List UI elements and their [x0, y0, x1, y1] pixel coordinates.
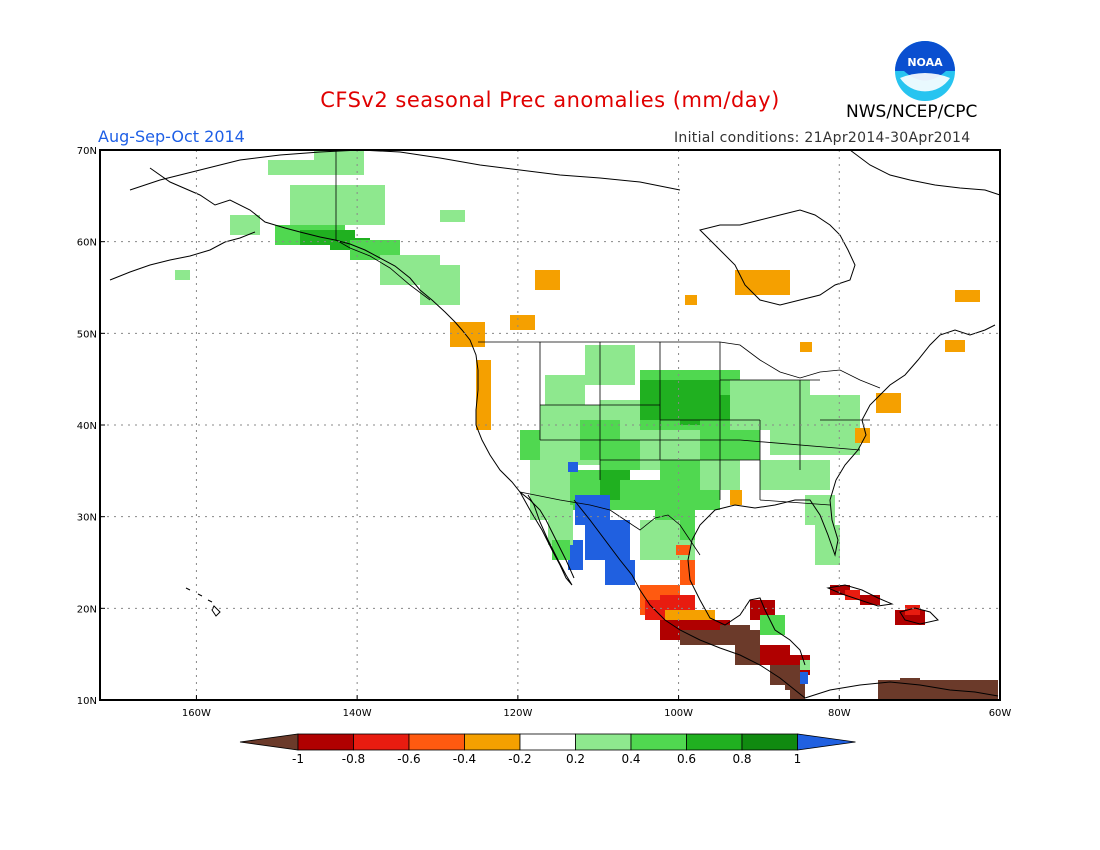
anomaly-cell: [685, 295, 697, 305]
colorbar-tick-label: 0.2: [566, 752, 585, 766]
initial-conditions-label: Initial conditions: 21Apr2014-30Apr2014: [674, 130, 971, 146]
colorbar-tick-label: 0.6: [677, 752, 696, 766]
anomaly-cell: [568, 540, 583, 570]
colorbar-arrow-high: [797, 733, 856, 751]
map-frame: 70N 60N 50N 40N 30N 20N 10N 160W 140W 120W 100W 80W…: [77, 146, 1012, 719]
colorbar-segment: [464, 733, 521, 751]
anomaly-cell: [790, 460, 830, 490]
colorbar-segment: [408, 733, 465, 751]
colorbar-tick-label: 1: [794, 752, 802, 766]
anomaly-field: [175, 150, 998, 700]
lon-tick-label: 140W: [343, 708, 372, 719]
coastline-cuba: [826, 584, 894, 607]
coastline-baja: [519, 491, 573, 586]
coastline-aleutians: [109, 231, 256, 281]
anomaly-cell: [585, 520, 630, 560]
anomaly-cell: [680, 560, 695, 585]
coastline-arctic: [129, 149, 681, 191]
border-alaska-canada: [335, 150, 431, 301]
anomaly-cell: [510, 315, 535, 330]
anomaly-cell: [535, 270, 560, 290]
anomaly-cell: [676, 545, 690, 555]
lat-tick-label: 20N: [77, 604, 97, 615]
anomaly-cell: [548, 505, 573, 545]
anomaly-cell: [230, 215, 260, 235]
anomaly-cell: [520, 430, 540, 460]
anomaly-cell: [568, 462, 578, 472]
anomaly-cell: [268, 160, 338, 175]
border-us-mexico: [519, 491, 701, 556]
coastline-hudson-bay: [699, 209, 856, 306]
logo-text: NOAA: [907, 56, 943, 69]
coastline-hawaii: [185, 587, 221, 617]
colorbar-tick-label: -0.4: [453, 752, 476, 766]
anomaly-cell: [876, 393, 901, 413]
map-border: [99, 149, 1001, 701]
lon-tick-label: 80W: [828, 708, 851, 719]
lat-tick-label: 60N: [77, 238, 97, 249]
anomaly-cell: [720, 625, 750, 645]
anomaly-cell: [476, 360, 491, 430]
coastline-south-america: [804, 681, 999, 699]
lat-tick-label: 40N: [77, 421, 97, 432]
colorbar-tick-label: -0.8: [342, 752, 365, 766]
anomaly-cell: [450, 322, 485, 347]
colorbar: -1 -0.8 -0.6 -0.4 -0.2 0.2 0.4 0.6 0.8 1: [239, 733, 856, 766]
lon-tick-label: 160W: [182, 708, 211, 719]
colorbar-segment: [297, 733, 354, 751]
anomaly-cell: [440, 210, 465, 222]
agency-label: NWS/NCEP/CPC: [846, 102, 978, 122]
anomaly-cell: [800, 342, 812, 352]
colorbar-segment: [686, 733, 743, 751]
anomaly-cell: [855, 428, 870, 443]
coastline-alaska: [149, 167, 575, 579]
anomaly-cell: [545, 375, 585, 405]
anomaly-cell: [360, 185, 385, 197]
anomaly-cell: [905, 605, 920, 615]
colorbar-tick-label: -0.2: [508, 752, 531, 766]
anomaly-cell: [800, 672, 808, 684]
colorbar-segment: [630, 733, 687, 751]
anomaly-cell: [175, 270, 190, 280]
colorbar-tick-label: 0.8: [732, 752, 751, 766]
anomaly-cell: [585, 345, 635, 385]
lat-tick-label: 10N: [77, 696, 97, 707]
colorbar-segment: [519, 733, 576, 751]
colorbar-tick-label: 0.4: [621, 752, 640, 766]
lat-tick-label: 50N: [77, 329, 97, 340]
anomaly-cell: [620, 480, 660, 510]
anomaly-cell: [860, 595, 880, 605]
lat-tick-label: 70N: [77, 146, 97, 157]
lon-tick-label: 60W: [989, 708, 1012, 719]
noaa-logo-icon: NOAA: [895, 41, 955, 101]
colorbar-segment: [575, 733, 632, 751]
chart-title: CFSv2 seasonal Prec anomalies (mm/day): [320, 88, 780, 112]
anomaly-cell: [730, 490, 742, 505]
anomaly-cell: [945, 340, 965, 352]
colorbar-tick-label: -0.6: [397, 752, 420, 766]
colorbar-segment: [741, 733, 798, 751]
anomaly-cell: [640, 520, 680, 560]
coastline-gulf: [687, 479, 839, 666]
anomaly-cell: [900, 678, 920, 693]
anomaly-cell: [955, 290, 980, 302]
colorbar-segment: [353, 733, 410, 751]
period-label: Aug-Sep-Oct 2014: [98, 127, 245, 146]
colorbar-tick-label: -1: [292, 752, 304, 766]
colorbar-arrow-low: [239, 733, 299, 751]
coastline-east: [835, 324, 996, 481]
anomaly-cell: [815, 525, 840, 565]
lon-tick-label: 120W: [503, 708, 532, 719]
coastlines: [109, 149, 1001, 699]
lon-tick-label: 100W: [664, 708, 693, 719]
anomaly-cell: [600, 440, 640, 470]
coastline-mexico-pacific: [573, 499, 806, 699]
anomaly-cell: [830, 585, 850, 595]
anomaly-cell: [845, 590, 860, 600]
coastline-hispaniola: [899, 607, 939, 625]
coastline-greenland: [849, 149, 1001, 196]
lat-tick-label: 30N: [77, 513, 97, 524]
anomaly-cell: [420, 265, 460, 305]
